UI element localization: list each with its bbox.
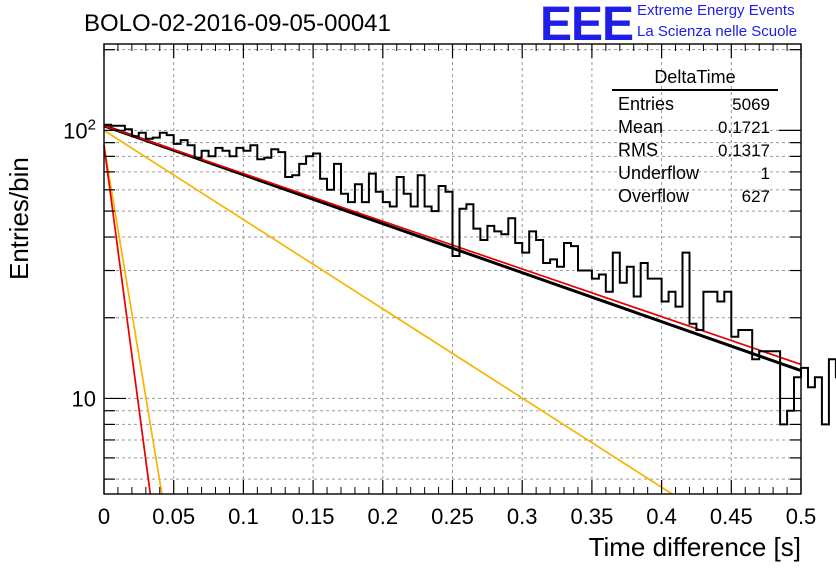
y-tick-label: 10 (72, 386, 96, 411)
x-tick-label: 0.1 (228, 504, 259, 529)
stats-box: DeltaTime Entries 5069 Mean 0.1721 RMS 0… (612, 67, 778, 208)
stats-label: RMS (618, 140, 658, 160)
stats-label: Mean (618, 117, 664, 137)
x-tick-label: 0.3 (507, 504, 538, 529)
fit-curve-3 (103, 145, 163, 495)
stats-row-rms: RMS 0.1317 (612, 139, 778, 162)
stats-value: 0.1317 (718, 141, 770, 160)
x-tick-label: 0.35 (570, 504, 613, 529)
fit-curve-4 (103, 145, 152, 495)
x-tick-labels: 0 0.05 0.1 0.15 0.2 0.25 0.3 0.35 0.4 0.45 0.5 (98, 504, 816, 529)
x-tick-label: 0.4 (646, 504, 677, 529)
y-tick-labels: 10 102 (63, 116, 96, 411)
logo-text-line1: Extreme Energy Events (637, 2, 795, 19)
x-tick-label: 0.05 (152, 504, 195, 529)
x-tick-label: 0 (98, 504, 110, 529)
fit-curve-2 (103, 129, 673, 495)
x-tick-label: 0.2 (368, 504, 399, 529)
y-axis-label: Entries/bin (4, 157, 34, 280)
eee-logo: EEE (540, 0, 634, 51)
logo-text-line2: La Scienza nelle Scuole (637, 23, 798, 40)
stats-label: Underflow (618, 163, 700, 183)
grid-lines (104, 44, 801, 494)
x-axis-label: Time difference [s] (588, 532, 801, 562)
x-tick-label: 0.25 (431, 504, 474, 529)
stats-label: Entries (618, 94, 675, 114)
x-tick-label: 0.45 (710, 504, 753, 529)
stats-value: 627 (741, 187, 770, 206)
axis-ticks (103, 44, 802, 494)
stats-row-underflow: Underflow 1 (612, 162, 778, 185)
stats-row-entries: Entries 5069 (612, 93, 778, 116)
stats-label: Overflow (618, 186, 690, 206)
y-tick-label: 102 (63, 116, 96, 143)
stats-row-mean: Mean 0.1721 (612, 116, 778, 139)
chart-title: BOLO-02-2016-09-05-00041 (84, 10, 391, 37)
stats-title: DeltaTime (612, 67, 778, 91)
x-tick-label: 0.15 (292, 504, 335, 529)
x-tick-label: 0.5 (786, 504, 817, 529)
stats-row-overflow: Overflow 627 (612, 185, 778, 208)
stats-value: 5069 (732, 95, 770, 114)
stats-value: 1 (760, 164, 770, 183)
stats-value: 0.1721 (718, 118, 770, 137)
